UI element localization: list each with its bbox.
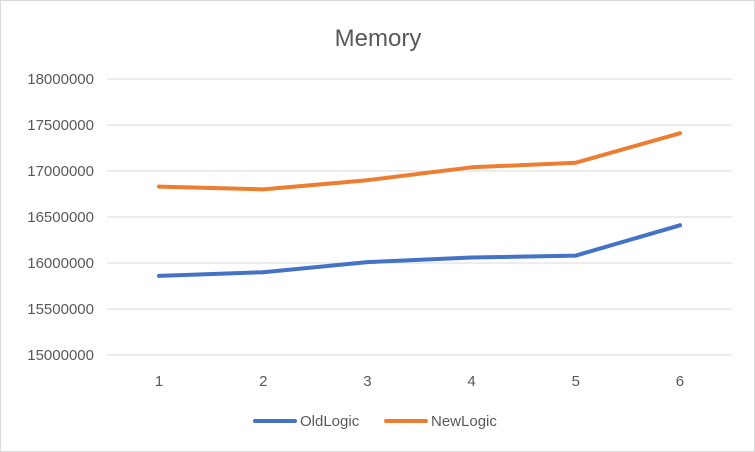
series-line-newlogic [157, 131, 682, 192]
y-axis-ticks: 15000000 15500000 16000000 16500000 17000000… [27, 71, 94, 364]
data-point [573, 160, 578, 165]
x-tick-label: 6 [676, 373, 684, 390]
data-point [365, 178, 370, 183]
y-tick-label: 17500000 [27, 117, 94, 134]
data-point [469, 165, 474, 170]
y-tick-label: 16500000 [27, 209, 94, 226]
y-tick-label: 15500000 [27, 301, 94, 318]
series-line-oldlogic [157, 223, 682, 278]
gridlines [107, 78, 732, 356]
x-tick-label: 2 [259, 373, 267, 390]
legend-label: OldLogic [300, 413, 360, 430]
data-point [261, 270, 266, 275]
data-point [157, 184, 162, 189]
data-point [365, 260, 370, 265]
data-point [677, 223, 682, 228]
series-lines [157, 131, 682, 278]
data-point [573, 253, 578, 258]
y-tick-label: 17000000 [27, 163, 94, 180]
x-tick-label: 4 [467, 373, 475, 390]
data-point [469, 255, 474, 260]
x-tick-label: 5 [572, 373, 580, 390]
chart-title: Memory [335, 25, 422, 52]
y-tick-label: 16000000 [27, 255, 94, 272]
legend-label: NewLogic [431, 413, 497, 430]
y-tick-label: 15000000 [27, 347, 94, 364]
data-point [677, 131, 682, 136]
legend: OldLogic NewLogic [253, 413, 497, 430]
x-tick-label: 1 [155, 373, 163, 390]
data-point [157, 273, 162, 278]
y-tick-label: 18000000 [27, 71, 94, 88]
x-tick-label: 3 [363, 373, 371, 390]
x-axis-ticks: 1 2 3 4 5 6 [155, 373, 684, 390]
data-point [261, 187, 266, 192]
